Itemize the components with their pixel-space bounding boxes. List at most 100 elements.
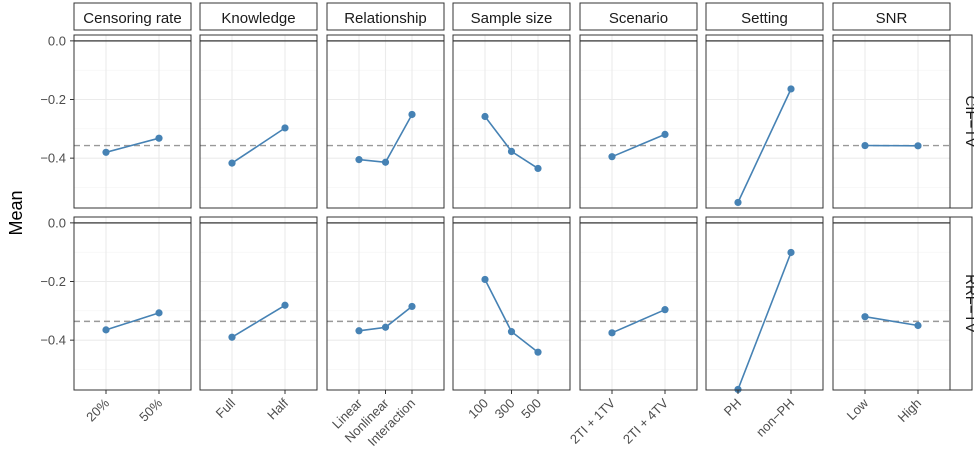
panel-border (199, 34, 318, 209)
panel-border (579, 216, 698, 391)
y-tick-label: −0.4 (40, 333, 66, 348)
x-tick-label: Low (844, 395, 872, 423)
panel-0-6 (832, 34, 951, 209)
series-line (231, 127, 286, 164)
x-tick-label: Half (264, 395, 291, 422)
series-line (864, 315, 919, 327)
data-point (355, 156, 363, 164)
panel-0-5 (705, 34, 824, 209)
panel-border (832, 216, 951, 391)
data-point (155, 134, 163, 142)
data-point (102, 326, 110, 334)
data-point (861, 141, 869, 150)
row-strip-label: CIF−TV (962, 95, 974, 147)
data-point (281, 301, 289, 309)
data-point (534, 164, 542, 173)
panel-border (832, 34, 951, 209)
panel-background (74, 217, 191, 390)
facet-strip-6 (832, 2, 951, 31)
data-point (408, 302, 416, 311)
data-point (381, 158, 390, 166)
data-point (734, 198, 742, 207)
panel-0-1 (199, 34, 318, 209)
y-tick-label: −0.2 (40, 274, 66, 289)
panel-1-2 (326, 216, 445, 391)
panel-background (833, 35, 950, 208)
panel-1-5 (705, 216, 824, 394)
series-line (611, 308, 666, 334)
x-tick-label: High (895, 396, 925, 426)
facet-strip-label: Censoring rate (83, 10, 181, 27)
panel-border (73, 34, 192, 209)
data-point (228, 159, 236, 167)
panel-1-0 (73, 216, 192, 391)
facet-panels: Censoring rate Knowledge Relationship Sampl… (40, 2, 974, 449)
data-point (534, 348, 542, 356)
facet-strip-label: Relationship (344, 10, 427, 27)
data-point (661, 130, 669, 139)
panel-background (833, 217, 950, 390)
facet-strip-2 (326, 2, 445, 31)
data-point (507, 328, 516, 336)
x-tick-label: 50% (136, 395, 165, 424)
data-point (914, 321, 922, 330)
panel-0-0 (73, 34, 192, 209)
series-line (737, 252, 792, 390)
facet-strip-label: Knowledge (221, 10, 295, 27)
panel-border (452, 34, 571, 209)
panel-0-2 (326, 34, 445, 209)
panel-border (705, 34, 824, 209)
x-tick-label: non−PH (753, 396, 797, 440)
x-tick-label: 2TI + 4TV (620, 395, 671, 446)
x-tick-label: Full (213, 395, 238, 420)
series-line (105, 137, 160, 154)
data-point (661, 306, 669, 314)
x-tick-label: 20% (83, 395, 112, 424)
data-point (507, 147, 516, 156)
facet-strip-label: SNR (876, 10, 908, 27)
panel-background (74, 35, 191, 208)
series-line (737, 88, 792, 203)
x-tick-label: 2TI + 1TV (567, 395, 618, 446)
panel-background (706, 217, 823, 390)
data-point (787, 85, 795, 93)
panel-0-3 (452, 34, 571, 209)
data-point (608, 153, 616, 161)
data-point (228, 333, 236, 341)
panel-border (73, 216, 192, 391)
panel-background (706, 35, 823, 208)
facet-strip-label: Sample size (471, 10, 553, 27)
facet-strip-4 (579, 2, 698, 31)
panel-background (200, 35, 317, 208)
data-point (381, 323, 390, 331)
y-tick-label: −0.2 (40, 92, 66, 107)
facet-strip-label: Setting (741, 10, 788, 27)
series-line (611, 133, 666, 158)
x-tick-label: 100 (465, 396, 491, 422)
data-point (861, 313, 869, 321)
panel-border (579, 34, 698, 209)
data-point (155, 309, 163, 317)
panel-border (326, 34, 445, 209)
x-tick-label: PH (721, 396, 744, 419)
data-point (408, 110, 416, 119)
panel-1-1 (199, 216, 318, 391)
panel-1-4 (579, 216, 698, 391)
panel-background (200, 217, 317, 390)
panel-background (580, 217, 697, 390)
panel-0-4 (579, 34, 698, 209)
facet-strip-1 (199, 2, 318, 31)
data-point (355, 327, 363, 335)
data-point (734, 385, 742, 394)
facet-strip-0 (73, 2, 192, 31)
data-point (787, 248, 795, 257)
y-axis-title: Mean (6, 190, 26, 235)
y-tick-label: 0.0 (48, 33, 66, 48)
panel-background (580, 35, 697, 208)
facet-strip-label: Scenario (609, 10, 668, 27)
x-tick-label: 500 (518, 396, 544, 422)
data-point (102, 148, 110, 156)
panel-border (199, 216, 318, 391)
panel-1-3 (452, 216, 571, 391)
